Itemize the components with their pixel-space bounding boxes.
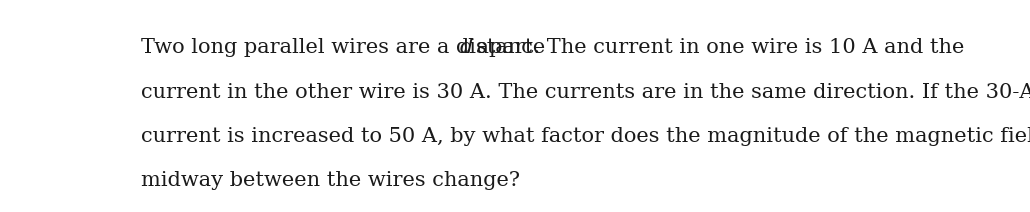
Text: midway between the wires change?: midway between the wires change? [141, 171, 520, 190]
Text: current is increased to 50 A, by what factor does the magnitude of the magnetic : current is increased to 50 A, by what fa… [141, 127, 1030, 146]
Text: Two long parallel wires are a distance: Two long parallel wires are a distance [141, 39, 552, 57]
Text: current in the other wire is 30 A. The currents are in the same direction. If th: current in the other wire is 30 A. The c… [141, 82, 1030, 102]
Text: apart. The current in one wire is 10 A and the: apart. The current in one wire is 10 A a… [470, 39, 964, 57]
Text: d: d [459, 39, 473, 57]
